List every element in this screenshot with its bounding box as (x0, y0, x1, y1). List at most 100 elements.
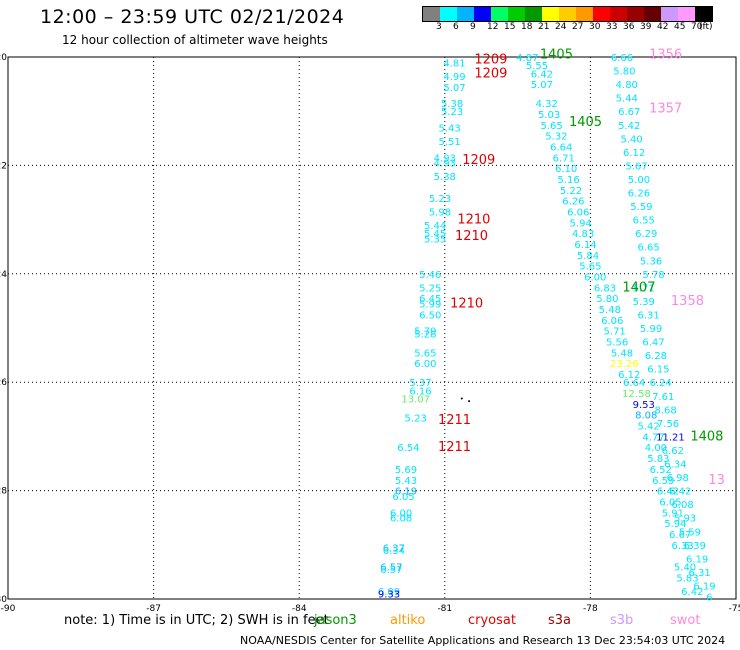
wave-height-label: 5.07 (531, 80, 553, 91)
wave-height-label: 5.80 (613, 67, 635, 78)
map-title: 12:00 – 23:59 UTC 02/21/2024 (40, 6, 345, 28)
wave-height-label: 6.33 (671, 541, 693, 552)
wave-height-label: 6.28 (645, 351, 667, 362)
pass-time-label: 1407 (622, 280, 655, 295)
pass-time-label: 1356 (649, 47, 682, 62)
wave-height-label: 6.00 (390, 508, 412, 519)
map-subtitle: 12 hour collection of altimeter wave hei… (62, 33, 328, 47)
wave-height-label: 6.31 (638, 310, 660, 321)
wave-height-label: 5.37 (409, 378, 431, 389)
wave-height-label: 5.25 (419, 283, 441, 294)
wave-height-label: 5.38 (434, 172, 456, 183)
wave-height-label: 4.93 (434, 153, 456, 164)
wave-height-label: 5.59 (630, 202, 652, 213)
wave-height-label: 4.93 (434, 159, 456, 170)
wave-height-label: 5.99 (640, 324, 662, 335)
wave-height-label: 9.33 (378, 590, 400, 601)
wave-height-label: 6.47 (642, 338, 664, 349)
wave-height-label: 6.24 (650, 378, 672, 389)
colorbar-label: (ft) (699, 22, 713, 32)
wave-height-label: 5.93 (674, 514, 696, 525)
wave-height-label: 5.94 (664, 519, 686, 530)
wave-height-label: 7.61 (652, 392, 674, 403)
satellite-legend-item: swot (670, 613, 701, 628)
pass-time-label: 1405 (540, 47, 573, 62)
wave-height-label: 6.65 (638, 243, 660, 254)
wave-height-label: 5.71 (604, 327, 626, 338)
colorbar-swatch (559, 7, 576, 21)
wave-height-label: 6.12 (623, 148, 645, 159)
lat-tick-label: -24 (0, 270, 7, 280)
colorbar-swatch (661, 7, 678, 21)
pass-time-label: 1210 (455, 229, 488, 244)
wave-height-label: 5.65 (579, 262, 601, 273)
wave-height-label: 6.57 (380, 562, 402, 573)
wave-height-label: 5.40 (621, 134, 643, 145)
wave-height-label: 5.44 (424, 221, 446, 232)
wave-height-label: 5.03 (538, 110, 560, 121)
lat-tick-label: -26 (0, 378, 7, 388)
wave-height-label: 6.00 (584, 273, 606, 284)
pass-time-label: 1405 (569, 115, 602, 130)
lon-tick-label: -90 (1, 604, 16, 614)
wave-height-label: 5.23 (405, 413, 427, 424)
wave-height-label: 6.66 (611, 53, 633, 64)
wave-height-label: 5.40 (674, 562, 696, 573)
pass-time-label: 1209 (474, 53, 507, 68)
colorbar-swatch (440, 7, 457, 21)
colorbar-swatch (457, 7, 474, 21)
wave-height-label: 6.54 (397, 443, 419, 454)
colorbar-label: 9 (470, 22, 476, 32)
wave-height-label: 5.83 (647, 454, 669, 465)
wave-height-label: 6.64 (623, 378, 645, 389)
wave-height-label: 5.42 (638, 422, 660, 433)
pass-time-label: 1408 (690, 429, 723, 444)
wave-height-label: 5.55 (526, 61, 548, 72)
wave-height-label: 12.58 (622, 389, 651, 400)
wave-height-label: 6.10 (555, 164, 577, 175)
wave-height-label: 23.26 (610, 359, 639, 370)
lat-tick-label: -30 (0, 595, 7, 605)
wave-height-label: 6.71 (553, 153, 575, 164)
colorbar-label: 21 (538, 22, 550, 32)
footer-note: note: 1) Time is in UTC; 2) SWH is in fe… (64, 613, 329, 628)
wave-height-label: 6.06 (601, 316, 623, 327)
lon-tick-label: -78 (583, 604, 598, 614)
wave-height-label: 5.80 (596, 294, 618, 305)
colorbar-label: 33 (606, 22, 618, 32)
colorbar-label: 27 (572, 22, 584, 32)
colorbar-swatch (678, 7, 695, 21)
colorbar-swatch (508, 7, 525, 21)
wave-height-label: 6.42 (681, 587, 703, 598)
colorbar-label: 36 (623, 22, 635, 32)
wave-height-label: 5.16 (557, 175, 579, 186)
wave-height-label: 4.99 (443, 72, 465, 83)
wave-height-label: 5.35 (424, 235, 446, 246)
wave-height-label: 5.38 (441, 99, 463, 110)
pass-time-label: 13 (708, 473, 725, 488)
lon-tick-label: -81 (437, 604, 452, 614)
wave-height-label: 5.42 (618, 121, 640, 132)
wave-height-label: 6.26 (628, 189, 650, 200)
wave-height-label: 5.65 (414, 348, 436, 359)
lon-tick-label: -84 (292, 604, 307, 614)
satellite-legend-item: jason3 (314, 613, 357, 628)
pass-time-label: 1357 (649, 101, 682, 116)
wave-height-label: 4.32 (536, 99, 558, 110)
wave-height-label: 6.31 (688, 568, 710, 579)
lon-tick-label: -87 (146, 604, 161, 614)
wave-height-label: 6.08 (390, 514, 412, 525)
colorbar-swatch (695, 7, 712, 21)
island-dot (468, 400, 471, 403)
wave-height-label: 5.83 (676, 573, 698, 584)
wave-height-label: 6.42 (669, 487, 691, 498)
credit-line: NOAA/NESDIS Center for Satellite Applica… (240, 634, 726, 647)
wave-height-label: 6.19 (686, 554, 708, 565)
wave-height-label: 6 (706, 592, 712, 603)
wave-height-label: 6.06 (567, 207, 589, 218)
colorbar-label: 12 (487, 22, 499, 32)
wave-height-label: 4.83 (572, 229, 594, 240)
wave-height-label: 6.64 (550, 142, 572, 153)
wave-height-label: 4.81 (443, 58, 465, 69)
